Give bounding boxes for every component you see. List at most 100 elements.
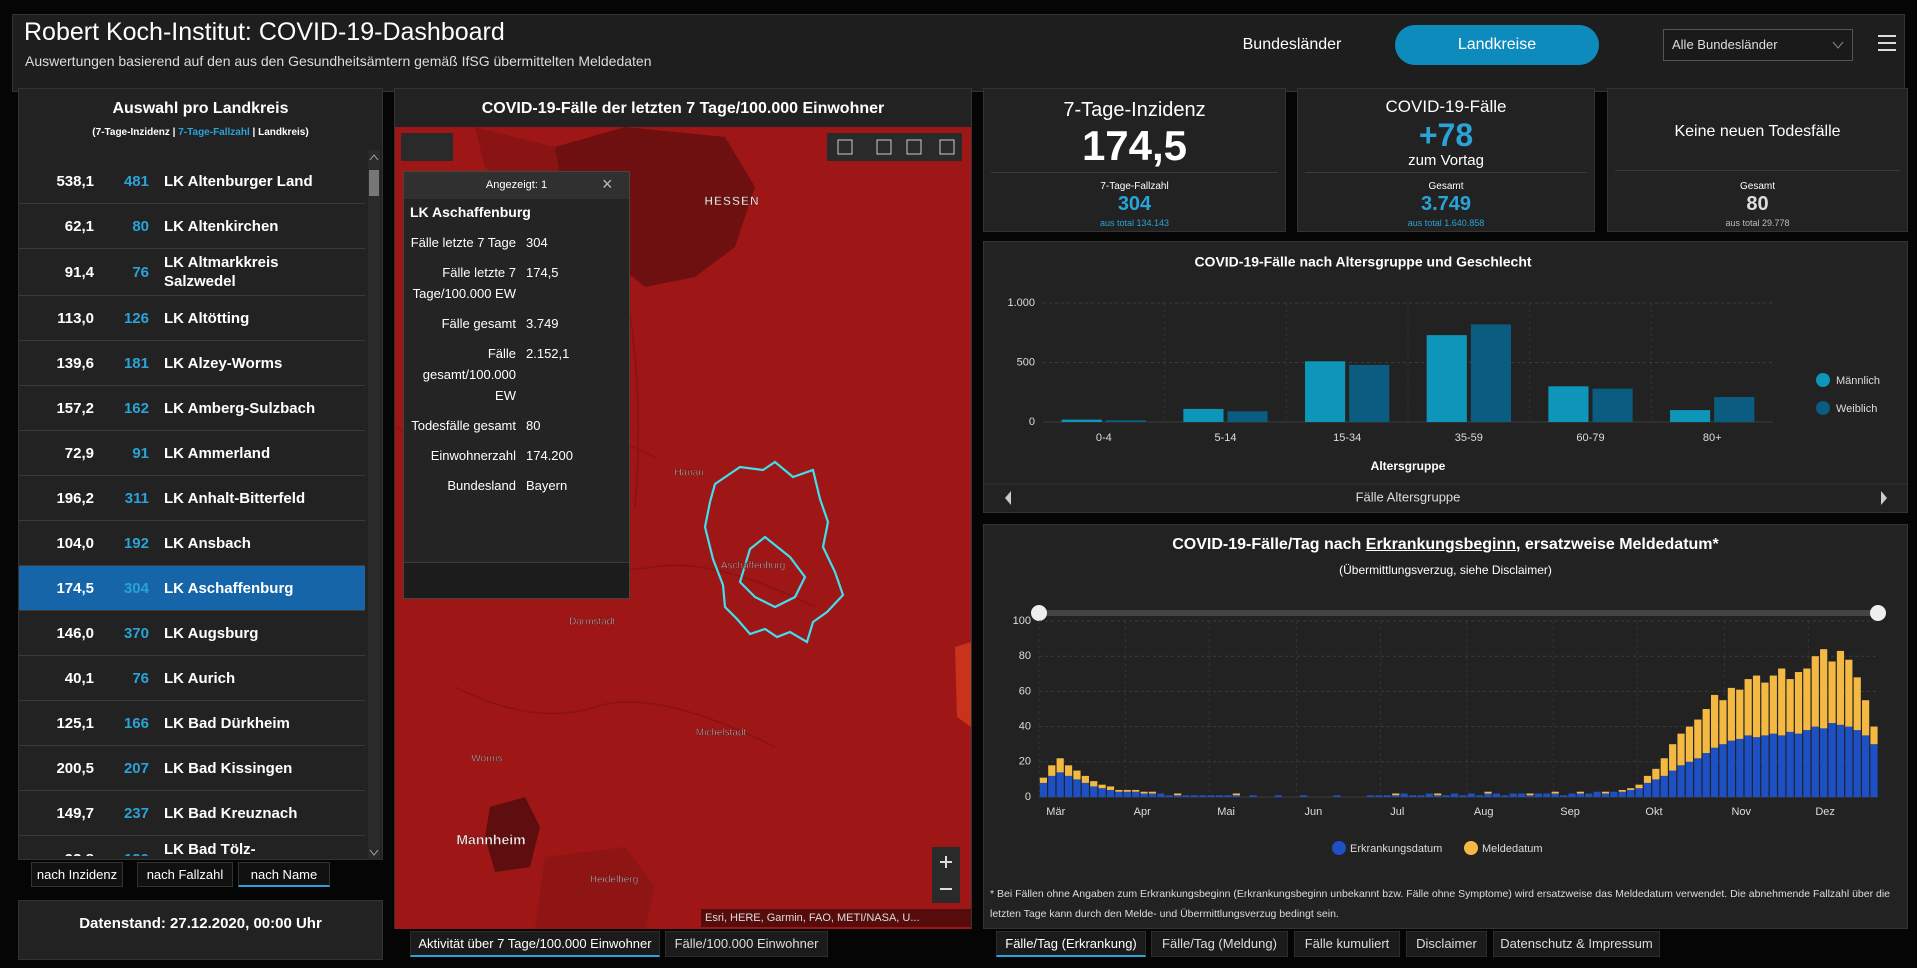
bar-segment (1090, 786, 1098, 797)
boundary (454, 686, 776, 748)
tab[interactable]: Disclaimer (1406, 931, 1487, 957)
list-row[interactable]: 157,2 162 LK Amberg-Sulzbach (19, 386, 365, 431)
kpi-title: 7-Tage-Inzidenz (1063, 99, 1206, 121)
bar-segment (1694, 758, 1702, 797)
bar-segment (1333, 795, 1341, 797)
slider-handle[interactable] (1031, 605, 1047, 621)
nav-button[interactable]: Bundesländer (1242, 36, 1342, 53)
sort-button[interactable]: nach Name (238, 862, 330, 887)
bar-segment (1081, 782, 1089, 797)
bar-segment (1853, 730, 1861, 797)
list-row[interactable]: 40,1 76 LK Aurich (19, 656, 365, 701)
district-name: LK Bad Kreuznach (164, 804, 298, 822)
filter-select[interactable]: Alle Bundesländer (1663, 29, 1853, 61)
list-row[interactable]: 200,5 207 LK Bad Kissingen (19, 746, 365, 791)
tab[interactable]: Datenschutz & Impressum (1493, 931, 1660, 957)
toolbar-left (401, 133, 453, 161)
field-value: 304 (526, 235, 548, 250)
x-tick-label: Apr (1134, 806, 1151, 818)
bar-segment (1794, 733, 1803, 797)
sort-button[interactable]: nach Fallzahl (137, 862, 233, 887)
bar-segment (1056, 758, 1064, 773)
incidence: 149,7 (56, 804, 94, 822)
bar-segment (1870, 726, 1878, 745)
bar-segment (1618, 789, 1626, 792)
popup-row: Bundesland Bayern (404, 475, 629, 496)
popup-name: LK Aschaffenburg (410, 204, 531, 220)
list-row[interactable]: 93,8120 LK Bad Tölz-Wolfratshausen (19, 836, 365, 856)
nav-button-active[interactable]: Landkreise (1395, 25, 1599, 65)
bar-segment (1669, 744, 1677, 771)
case-count: 126 (123, 309, 149, 327)
list-row[interactable]: 62,1 80 LK Altenkirchen (19, 204, 365, 249)
bar-segment (1518, 793, 1526, 797)
bar-segment (1534, 793, 1542, 797)
list-row[interactable]: 149,7 237 LK Bad Kreuznach (19, 791, 365, 836)
bar-segment (1769, 675, 1777, 734)
scroll-down (369, 849, 379, 856)
list-row[interactable]: 139,6 181 LK Alzey-Worms (19, 341, 365, 386)
list-row[interactable]: 72,9 91 LK Ammerland (19, 431, 365, 476)
bar-segment (1811, 656, 1819, 727)
bar-segment (1761, 682, 1769, 736)
map-tab[interactable]: Aktivität über 7 Tage/100.000 Einwohner (410, 931, 660, 957)
bar-segment (1786, 679, 1794, 732)
bar-segment (1736, 738, 1744, 797)
popup-fields: Fälle letzte 7 Tage 304 Fälle letzte 7 Tag… (404, 232, 629, 505)
kpi-sub-label: 7-Tage-Fallzahl (1100, 181, 1169, 192)
list-row[interactable]: 91,4 76 LK Altmarkkreis Salzwedel (19, 249, 365, 296)
bar-segment (1845, 659, 1853, 727)
bar-segment (1786, 731, 1794, 797)
bar-segment (1174, 793, 1182, 796)
popup-close[interactable]: × (602, 174, 613, 194)
bar-segment (1627, 788, 1635, 790)
tab[interactable]: Fälle/Tag (Meldung) (1151, 931, 1288, 957)
list-row[interactable]: 146,0 370 LK Augsburg (19, 611, 365, 656)
dropdown-arrow (1832, 41, 1844, 49)
bar-segment (1702, 709, 1710, 753)
bar-segment (1660, 758, 1668, 776)
incidence: 91,4 (64, 263, 94, 281)
x-tick-label: Jul (1390, 806, 1404, 818)
age-chart: COVID-19-Fälle nach Altersgruppe und Ges… (983, 254, 1908, 505)
list-row[interactable]: 538,1 481 LK Altenburger Land (19, 159, 365, 204)
bar-segment (1576, 793, 1584, 797)
list-row[interactable]: 113,0 126 LK Altötting (19, 296, 365, 341)
incidence: 62,1 (64, 217, 94, 235)
bar-segment (1643, 782, 1652, 797)
bar (1105, 420, 1146, 422)
zoom-controls (932, 847, 960, 903)
bar-segment (1274, 795, 1282, 797)
sort-button[interactable]: nach Inzidenz (31, 862, 123, 887)
incidence: 72,9 (64, 444, 94, 462)
tab[interactable]: Fälle/Tag (Erkrankung) (996, 931, 1146, 957)
bar-segment (1224, 795, 1232, 797)
list-row[interactable]: 125,1 166 LK Bad Dürkheim (19, 701, 365, 746)
bar-segment (1425, 793, 1433, 797)
bar-segment (1593, 791, 1601, 797)
list-row[interactable]: 104,0 192 LK Ansbach (19, 521, 365, 566)
case-count: 481 (123, 172, 149, 190)
popup-row: Fälle letzte 7 Tage/100.000 EW 174,5 (404, 262, 629, 304)
list-row[interactable]: 196,2 311 LK Anhalt-Bitterfeld (19, 476, 365, 521)
tab[interactable]: Fälle kumuliert (1294, 931, 1400, 957)
toolbar-icon (906, 139, 922, 155)
case-count: 304 (123, 579, 149, 597)
kpi-value: +78 (1418, 117, 1474, 153)
menu-icon (1878, 35, 1896, 51)
map-tab[interactable]: Fälle/100.000 Einwohner (665, 931, 828, 957)
bar-segment (1862, 700, 1870, 736)
kpi-sub-total: aus total 1.640.858 (1407, 218, 1485, 228)
bar-segment (1115, 789, 1123, 792)
slider-handle[interactable] (1870, 605, 1886, 621)
map-label: Mannheim (456, 832, 525, 848)
incidence: 113,0 (57, 309, 94, 327)
bar-segment (1836, 650, 1845, 725)
popup-row: Fälle gesamt 3.749 (404, 313, 629, 334)
bar-segment (1803, 730, 1811, 797)
bar-segment (1442, 795, 1450, 797)
bar-segment (1685, 726, 1694, 762)
kpi-sub-value: 3.749 (1420, 193, 1472, 215)
list-row[interactable]: 174,5 304 LK Aschaffenburg (19, 566, 365, 611)
kpi-divider (1615, 170, 1900, 171)
